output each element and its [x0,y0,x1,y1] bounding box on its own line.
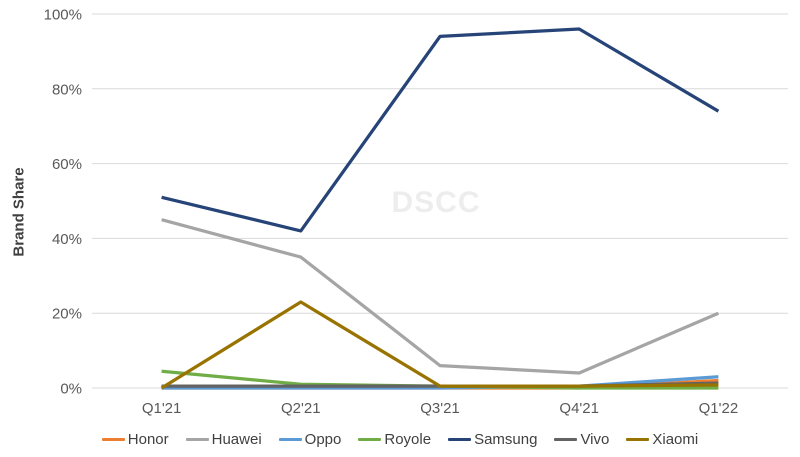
series-line-huawei [161,218,720,375]
legend-line-swatch [448,437,472,441]
legend-line-swatch [554,437,578,441]
y-tick-label: 0% [60,381,82,398]
legend-label: Honor [127,430,169,448]
legend-line-swatch [358,437,382,441]
legend-label: Vivo [580,430,610,448]
legend-item-xiaomi: Xiaomi [626,431,698,448]
legend-line-swatch [101,437,125,441]
legend-item-huawei: Huawei [185,430,262,448]
y-tick-label: 20% [52,306,82,323]
x-tick-label: Q1'22 [699,400,739,417]
x-tick-label: Q4'21 [559,400,599,417]
legend-item-vivo: Vivo [554,431,609,448]
x-tick-label: Q1'21 [142,400,182,417]
legend-label: Xiaomi [652,430,699,448]
legend-label: Oppo [304,430,342,448]
y-tick-label: 80% [52,81,82,98]
x-tick-label: Q3'21 [420,400,460,417]
legend: Honor Huawei Oppo Royole Samsung Vivo Xiaomi [0,428,800,450]
y-tick-label: 60% [52,156,82,173]
legend-line-swatch [626,437,650,441]
series-line-oppo [161,375,719,390]
x-tick-label: Q2'21 [281,400,321,417]
y-tick-label: 40% [52,231,82,248]
legend-line-swatch [185,437,209,441]
legend-label: Samsung [474,430,538,448]
legend-label: Huawei [211,430,262,448]
legend-item-oppo: Oppo [278,430,342,448]
legend-item-samsung: Samsung [448,431,537,448]
dscc-watermark: DSCC [391,186,481,219]
legend-line-swatch [278,437,302,441]
series-line-xiaomi [160,300,719,390]
legend-item-royole: Royole [358,431,431,448]
legend-item-honor: Honor [101,430,169,448]
series-line-samsung [161,27,720,233]
legend-label: Royole [384,430,432,448]
y-tick-label: 100% [44,7,82,24]
